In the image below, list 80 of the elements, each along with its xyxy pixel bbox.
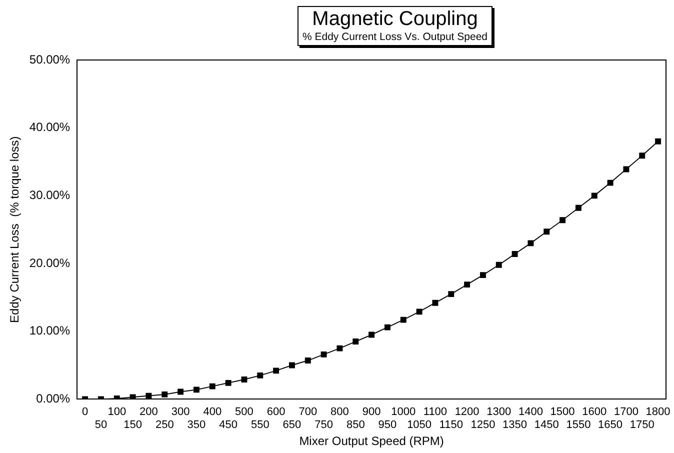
point: [416, 308, 422, 315]
x-tick-label: 250: [155, 419, 174, 432]
x-tick-label: 1450: [534, 419, 559, 432]
point: [623, 166, 630, 172]
point: [288, 362, 295, 368]
point: [607, 180, 614, 186]
x-tick-label: 200: [140, 406, 158, 418]
y-tick-label: 50.00%: [29, 52, 70, 66]
chart-title: Magnetic Coupling: [311, 8, 479, 30]
x-tick-label: 1000: [391, 406, 416, 418]
x-tick-label: 1100: [423, 406, 448, 418]
chart-subtitle: % Eddy Current Loss Vs. Output Speed: [302, 30, 488, 44]
x-tick-label: 700: [298, 406, 318, 418]
point: [162, 391, 168, 398]
x-tick-label: 450: [219, 419, 238, 432]
point: [320, 351, 327, 358]
x-tick-label: 1250: [470, 419, 496, 432]
x-tick-label: 750: [314, 419, 333, 432]
x-tick-label: 300: [171, 406, 190, 418]
x-tick-label: 50: [94, 419, 108, 432]
point: [368, 332, 375, 338]
x-tick-label: 1350: [502, 419, 528, 432]
x-tick-label: 400: [203, 406, 222, 418]
point: [209, 383, 216, 390]
x-tick-label: 600: [266, 406, 286, 418]
point: [352, 338, 359, 345]
y-axis-title: Eddy Current Loss (% torque loss): [8, 136, 22, 323]
point: [178, 388, 184, 395]
point: [560, 217, 566, 224]
x-tick-label: 1300: [486, 406, 512, 418]
point: [464, 282, 470, 288]
point: [448, 291, 454, 298]
x-axis-title: Mixer Output Speed (RPM): [299, 434, 444, 448]
x-tick-label: 500: [235, 406, 254, 418]
x-tick-label: 1600: [582, 406, 607, 418]
x-tick-label: 800: [330, 406, 349, 418]
point: [257, 372, 264, 378]
point: [544, 228, 550, 235]
y-tick-label: 30.00%: [29, 188, 70, 202]
point: [639, 152, 646, 159]
point: [496, 262, 502, 268]
y-tick-label: 40.00%: [29, 120, 70, 134]
point: [193, 386, 200, 393]
point: [146, 392, 152, 399]
x-tick-label: 900: [362, 406, 381, 418]
x-tick-label: 550: [250, 419, 270, 432]
x-tick-label: 1800: [646, 406, 670, 418]
point: [528, 240, 534, 246]
x-tick-label: 1700: [614, 406, 638, 418]
x-tick-label: 1150: [439, 419, 463, 432]
point: [273, 368, 280, 374]
x-tick-label: 950: [378, 419, 397, 432]
point: [591, 192, 598, 199]
y-tick-label: 10.00%: [29, 324, 70, 338]
point: [655, 138, 662, 144]
point: [241, 376, 248, 382]
x-tick-label: 150: [124, 419, 142, 432]
point: [304, 358, 311, 364]
x-tick-label: 1750: [630, 419, 654, 432]
x-tick-label: 850: [346, 419, 365, 432]
point: [384, 324, 390, 330]
point: [432, 300, 438, 306]
x-tick-label: 350: [187, 419, 206, 432]
point: [336, 345, 343, 352]
x-tick-label: 1400: [518, 406, 543, 418]
x-tick-label: 1550: [566, 419, 591, 432]
point: [575, 204, 582, 211]
x-tick-label: 650: [282, 419, 302, 432]
x-tick-label: 100: [108, 406, 126, 418]
x-tick-label: 1200: [454, 406, 480, 418]
x-tick-label: 1650: [598, 419, 623, 432]
y-tick-label: 20.00%: [29, 256, 70, 270]
point: [400, 316, 406, 323]
x-tick-label: 1500: [550, 406, 575, 418]
x-tick-label: 0: [82, 406, 88, 418]
x-tick-label: 1050: [407, 419, 432, 432]
point: [512, 251, 518, 257]
y-tick-label: 0.00%: [36, 392, 70, 406]
point: [480, 272, 486, 278]
point: [225, 380, 232, 386]
